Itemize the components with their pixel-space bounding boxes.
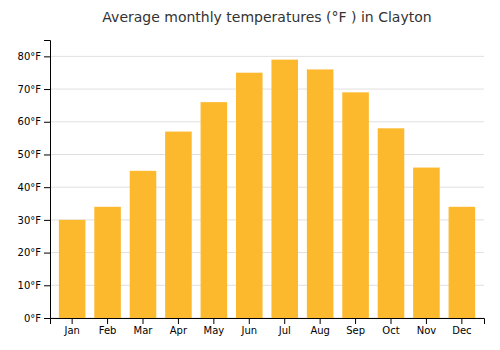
x-tick-mark [426,318,427,324]
x-tick-label: Apr [170,325,188,336]
x-axis: Jan Feb Mar Apr May Jun Jul Aug Sep Oct Nov Dec [51,318,485,336]
x-tick-mark [461,318,462,324]
x-tick-label: May [204,325,225,336]
grid-line [50,56,484,57]
x-tick-mark [143,318,144,324]
x-tick: Jan [63,318,79,336]
y-tick: 10°F [18,280,50,291]
y-tick-mark [44,187,50,188]
x-tick-mark [178,318,179,324]
x-tick-label: Mar [134,325,154,336]
x-tick: Apr [170,318,188,336]
chart: 0°F 10°F 20°F 30°F 40°F 50°F 60°F 70°F 80°F Jan Fe… [0,0,500,350]
bar [130,171,157,318]
x-tick: Mar [134,318,154,336]
bar [94,207,121,318]
y-tick-label: 40°F [18,182,42,193]
y-tick: 30°F [18,215,50,226]
x-tick-label: Jan [63,325,79,336]
y-tick: 70°F [18,84,50,95]
y-tick-mark [44,56,50,57]
y-tick-label: 10°F [18,280,42,291]
x-tick-label: Sep [346,325,365,336]
x-tick: Nov [417,318,437,336]
y-tick-label: 0°F [24,313,41,324]
x-tick-mark [72,318,73,324]
x-tick: Aug [310,318,330,336]
bar [201,102,228,318]
x-tick-label: Jul [278,325,291,336]
y-tick: 50°F [18,149,50,160]
x-tick-mark [284,318,285,324]
x-tick-label: Feb [99,325,117,336]
x-tick: Feb [99,318,117,336]
y-tick: 80°F [18,51,50,62]
x-tick: Jun [240,318,257,336]
x-tick-label: Aug [310,325,330,336]
x-tick: Oct [382,318,399,336]
y-tick-mark [44,318,50,319]
y-tick-label: 80°F [18,51,42,62]
x-tick: Dec [452,318,471,336]
x-tick-label: Dec [452,325,471,336]
x-tick: Jul [278,318,291,336]
y-tick: 60°F [18,116,50,127]
title: Average monthly temperatures (°F ) in Cl… [102,9,431,25]
plot-area [59,60,475,318]
y-axis-line [44,41,51,319]
x-tick-mark [391,318,392,324]
bar [449,207,476,318]
y-tick-label: 20°F [18,247,42,258]
y-tick-mark [44,220,50,221]
grid-line [50,154,484,155]
bar [271,60,298,318]
x-tick-mark [249,318,250,324]
y-tick-mark [44,285,50,286]
grid-line [50,89,484,90]
y-tick-label: 70°F [18,84,42,95]
y-tick-label: 60°F [18,116,42,127]
bar [342,92,369,318]
x-tick: Sep [346,318,365,336]
y-tick-mark [44,89,50,90]
y-tick: 40°F [18,182,50,193]
bar [165,132,192,318]
grid [50,56,484,318]
y-tick-label: 50°F [18,149,42,160]
y-tick: 0°F [24,313,50,324]
bar [378,128,405,318]
bar [59,220,86,318]
y-tick-label: 30°F [18,215,42,226]
x-tick-mark [107,318,108,324]
y-tick-mark [44,253,50,254]
y-tick-mark [44,122,50,123]
bar [307,69,334,318]
y-axis: 0°F 10°F 20°F 30°F 40°F 50°F 60°F 70°F 80°F [18,41,51,324]
x-tick: May [204,318,225,336]
x-axis-line [51,319,485,325]
y-tick: 20°F [18,247,50,258]
x-tick-mark [213,318,214,324]
x-tick-mark [320,318,321,324]
bar [236,73,263,318]
x-tick-label: Jun [240,325,257,336]
x-tick-mark [355,318,356,324]
x-tick-label: Oct [382,325,399,336]
bar [413,168,440,318]
grid-line [50,121,484,122]
y-tick-mark [44,154,50,155]
x-tick-label: Nov [417,325,437,336]
